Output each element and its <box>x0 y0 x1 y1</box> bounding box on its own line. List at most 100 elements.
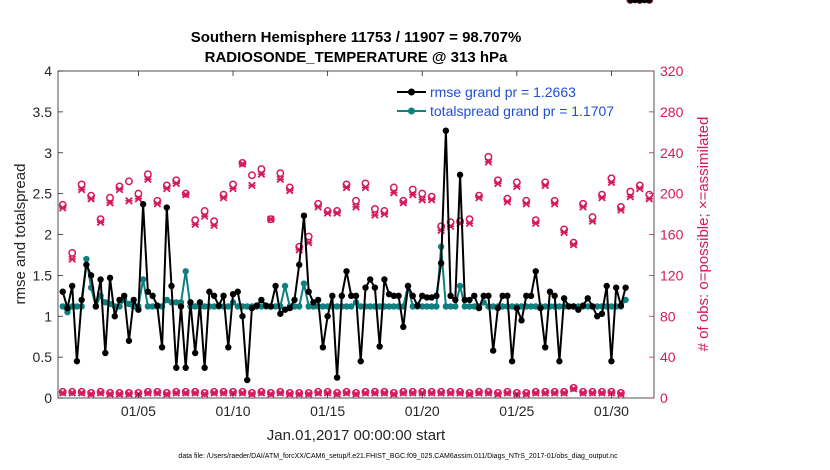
rmse-marker <box>229 290 237 298</box>
obs-assimilated-marker <box>446 389 455 397</box>
totalspread-marker <box>461 303 468 310</box>
rmse-marker <box>594 313 601 320</box>
rmse-marker <box>546 288 554 295</box>
totalspread-marker <box>225 303 232 310</box>
legend: rmse grand pr = 1.2663 totalspread grand… <box>397 84 614 119</box>
obs-assimilated-marker <box>607 178 616 187</box>
y-axis-right: 0 40 80 120 160 200 240 280 320 <box>649 63 684 406</box>
obs-assimilated-marker <box>276 175 285 184</box>
rmse-marker <box>414 302 421 309</box>
obs-assimilated-marker <box>390 390 398 398</box>
totalspread-marker <box>144 303 152 310</box>
totalspread-marker <box>419 303 426 310</box>
totalspread-marker <box>83 255 90 263</box>
rmse-marker <box>447 292 454 300</box>
obs-possible-marker <box>314 387 323 396</box>
rmse-marker <box>376 343 383 350</box>
obs-assimilated-marker <box>295 390 304 398</box>
rmse-marker <box>556 358 563 365</box>
rmse-marker <box>423 294 431 301</box>
rmse-marker <box>267 303 275 310</box>
obs-assimilated-marker <box>257 170 266 179</box>
totalspread-marker <box>456 282 464 290</box>
plot-area <box>58 71 654 398</box>
obs-possible-marker <box>569 383 578 392</box>
obs-assimilated-marker <box>475 389 483 397</box>
rmse-marker <box>201 364 208 371</box>
obs-assimilated-marker <box>96 218 105 227</box>
obs-assimilated-marker <box>276 389 285 397</box>
rmse-marker <box>366 276 374 283</box>
obs-possible-marker <box>484 152 493 161</box>
totalspread-marker <box>296 303 303 310</box>
totalspread-marker <box>300 280 308 287</box>
legend-spread-marker <box>408 107 415 115</box>
obs-assimilated-marker <box>162 390 171 398</box>
obs-possible-marker <box>427 387 436 396</box>
obs-assimilated-marker <box>361 183 370 192</box>
obs-assimilated-marker <box>219 193 228 202</box>
obs-assimilated-marker <box>144 389 152 397</box>
obs-possible-marker <box>134 189 143 198</box>
obs-possible-marker <box>106 193 114 202</box>
rmse-marker <box>461 296 468 304</box>
rmse-marker <box>409 292 416 300</box>
totalspread-marker <box>319 303 327 310</box>
obs-possible-marker <box>408 185 417 194</box>
obs-assimilated-marker <box>333 390 341 398</box>
rmse-marker <box>253 302 260 309</box>
obs-possible-marker <box>125 177 133 186</box>
rmse-marker <box>262 302 270 309</box>
totalspread-marker <box>527 303 535 310</box>
legend-rmse-marker <box>408 88 415 96</box>
obs-assimilated-marker <box>200 212 209 220</box>
rmse-marker <box>73 358 81 365</box>
rmse-marker <box>480 292 487 300</box>
totalspread-marker <box>385 303 393 310</box>
rmse-marker <box>68 282 76 290</box>
obs-assimilated-marker <box>257 389 266 397</box>
totalspread-marker <box>376 303 383 310</box>
obs-assimilated-marker <box>503 197 512 206</box>
rmse-marker <box>485 292 492 300</box>
obs-assimilated-marker <box>550 200 559 208</box>
totalspread-marker <box>149 303 156 310</box>
rmse-marker <box>575 306 582 313</box>
obs-possible-marker <box>626 187 635 196</box>
obs-assimilated-marker <box>352 203 360 211</box>
obs-assimilated-marker <box>106 198 114 207</box>
rmse-marker <box>565 303 573 310</box>
obs-assimilated-marker <box>541 389 550 397</box>
obs-possible-marker <box>304 388 313 397</box>
obs-assimilated-marker <box>219 389 228 397</box>
totalspread-marker <box>357 303 364 310</box>
totalspread-marker <box>305 303 312 310</box>
rmse-marker <box>357 358 364 365</box>
rmse-marker <box>83 261 90 268</box>
obs-assimilated-marker <box>323 389 332 397</box>
obs-assimilated-marker <box>267 390 275 398</box>
obs-possible-marker <box>162 388 171 397</box>
totalspread-marker <box>442 303 450 310</box>
obs-possible-marker <box>352 388 360 397</box>
rmse-marker <box>362 284 369 291</box>
obs-assimilated-marker <box>371 211 379 219</box>
y2-tick-label: 40 <box>660 349 676 365</box>
obs-possible-marker <box>266 388 275 397</box>
obs-possible-marker <box>380 387 389 396</box>
obs-assimilated-marker <box>229 389 237 397</box>
obs-assimilated-marker <box>285 390 294 398</box>
obs-assimilated-marker <box>418 195 427 204</box>
rmse-marker <box>395 292 402 300</box>
obs-assimilated-marker <box>181 190 190 199</box>
obs-possible-marker <box>125 388 133 397</box>
obs-possible-marker <box>143 387 152 396</box>
y-tick-label: 0.5 <box>33 349 53 365</box>
obs-possible-marker <box>257 165 266 174</box>
y-axis-label: rmse and totalspread <box>12 164 29 305</box>
rmse-marker <box>121 292 128 300</box>
rmse-marker <box>560 295 568 302</box>
rmse-marker <box>149 292 156 300</box>
rmse-marker <box>210 292 218 300</box>
obs-assimilated-marker <box>531 389 540 397</box>
